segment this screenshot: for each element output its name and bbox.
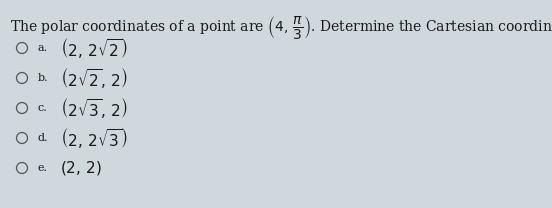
Text: a.: a. bbox=[38, 43, 48, 53]
Text: $\left(2,\, 2\sqrt{3}\right)$: $\left(2,\, 2\sqrt{3}\right)$ bbox=[60, 125, 128, 151]
Text: e.: e. bbox=[38, 163, 48, 173]
Text: c.: c. bbox=[38, 103, 48, 113]
Text: d.: d. bbox=[38, 133, 49, 143]
Text: $\left(2\sqrt{2},\, 2\right)$: $\left(2\sqrt{2},\, 2\right)$ bbox=[60, 66, 128, 90]
Text: $\left(2\sqrt{3},\, 2\right)$: $\left(2\sqrt{3},\, 2\right)$ bbox=[60, 95, 128, 120]
Text: The polar coordinates of a point are $\left(4,\, \dfrac{\pi}{3}\right)$. Determi: The polar coordinates of a point are $\l… bbox=[10, 14, 552, 41]
Text: $\left(2,\, 2\sqrt{2}\right)$: $\left(2,\, 2\sqrt{2}\right)$ bbox=[60, 36, 128, 61]
Text: b.: b. bbox=[38, 73, 49, 83]
Text: $\left(2,\, 2\right)$: $\left(2,\, 2\right)$ bbox=[60, 159, 102, 177]
